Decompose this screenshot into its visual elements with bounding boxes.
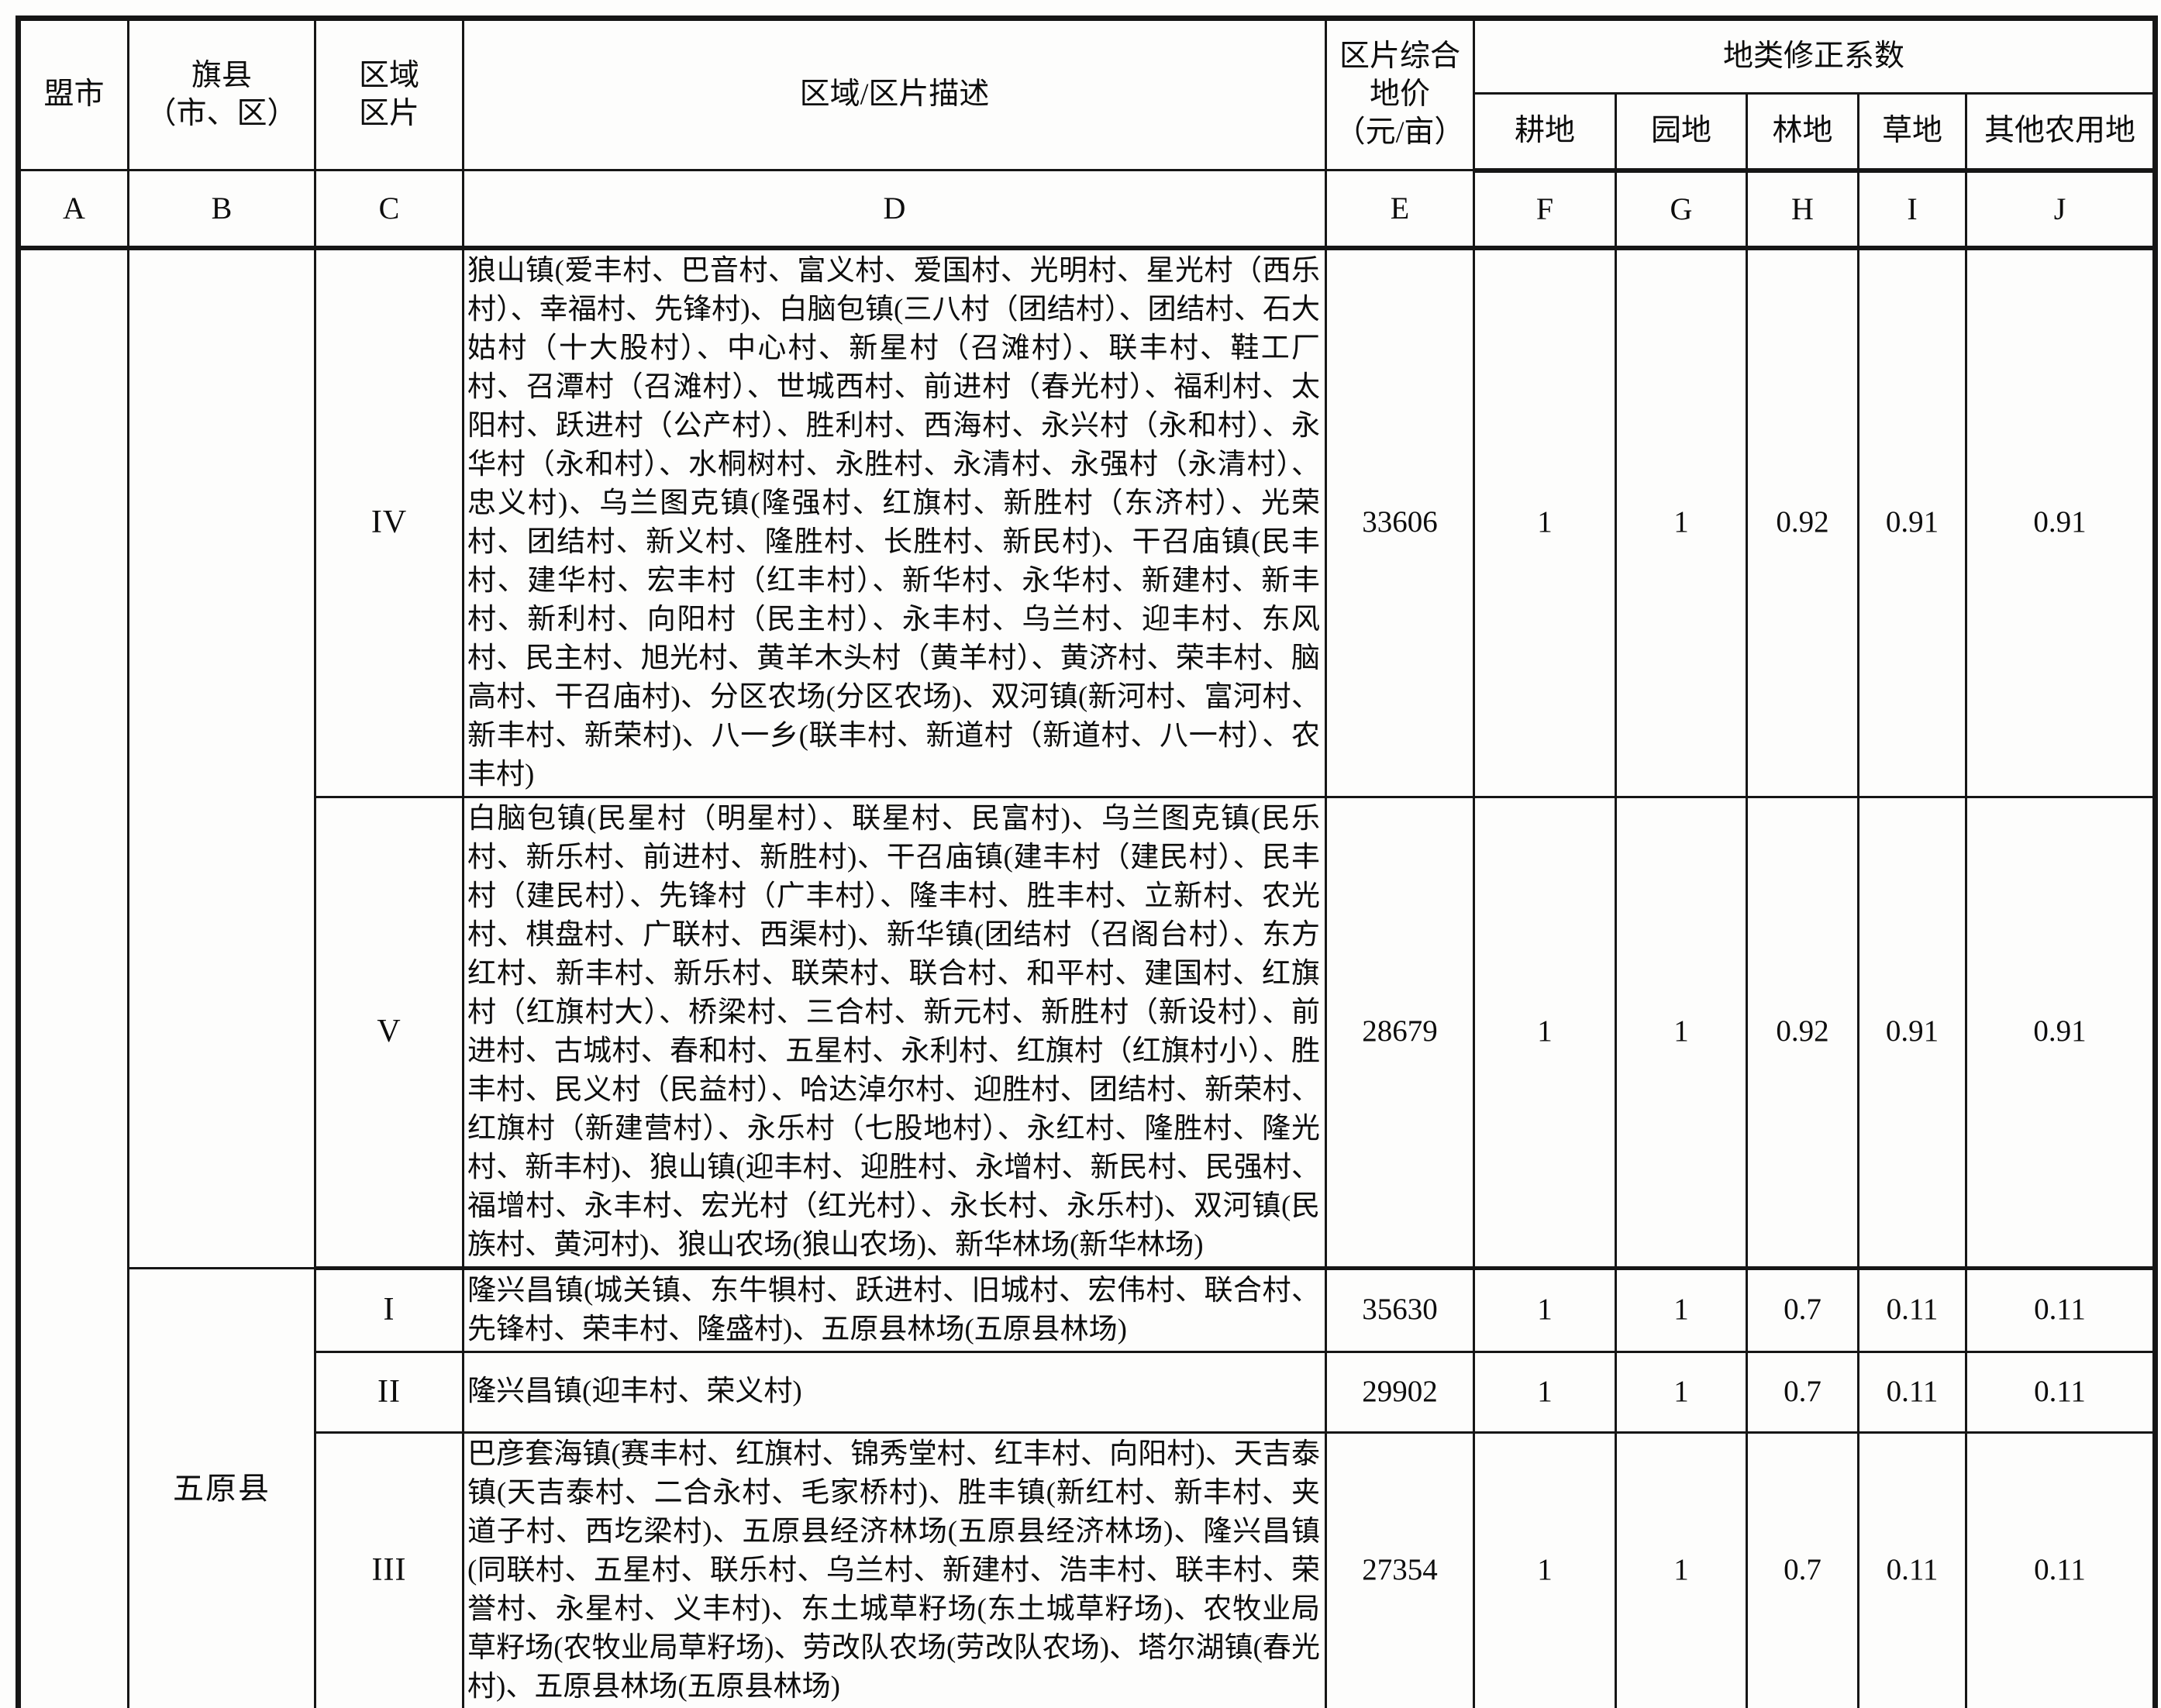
zone-cell: IV (314, 246, 464, 798)
price-cell: 35630 (1325, 1266, 1475, 1353)
garden-coeff-cell: 1 (1615, 1266, 1748, 1353)
zone-cell: V (314, 795, 464, 1270)
cultivated-coeff-cell: 1 (1473, 246, 1617, 798)
cultivated-coeff-cell: 1 (1473, 1266, 1617, 1353)
header-coefficient-group: 地类修正系数 (1472, 17, 2157, 95)
price-cell: 27354 (1325, 1431, 1475, 1708)
grass-coeff-cell: 0.11 (1857, 1266, 1967, 1353)
header-garden-land: 园地 (1615, 92, 1748, 173)
zone-cell: III (314, 1431, 464, 1708)
header-forest-land: 林地 (1746, 92, 1859, 173)
price-cell: 33606 (1325, 246, 1475, 798)
garden-coeff-cell: 1 (1615, 1350, 1748, 1434)
header-zone-section: 区域 区片 (314, 17, 464, 171)
league-city-cell (17, 246, 129, 1708)
column-letter-a: A (17, 169, 129, 250)
other-coeff-cell: 0.11 (1964, 1431, 2157, 1708)
grass-coeff-cell: 0.11 (1857, 1350, 1967, 1434)
other-coeff-cell: 0.91 (1964, 795, 2157, 1270)
header-other-agricultural-land: 其他农用地 (1964, 92, 2157, 173)
upper-county-cell (127, 246, 316, 1269)
forest-coeff-cell: 0.7 (1746, 1350, 1859, 1434)
forest-coeff-cell: 0.92 (1746, 795, 1859, 1270)
cultivated-coeff-cell: 1 (1473, 1431, 1617, 1708)
county-cell: 五原县 (127, 1266, 316, 1708)
column-letter-g: G (1615, 169, 1748, 250)
grass-coeff-cell: 0.11 (1857, 1431, 1967, 1708)
column-letter-b: B (127, 169, 316, 250)
header-zone-description: 区域/区片描述 (462, 17, 1327, 171)
forest-coeff-cell: 0.7 (1746, 1266, 1859, 1353)
land-price-zone-table: 盟市 旗县 （市、区） 区域 区片 区域/区片描述 区片综合 地价 （元/亩） … (16, 15, 2159, 1708)
column-letter-f: F (1473, 169, 1617, 250)
column-letter-i: I (1857, 169, 1967, 250)
zone-description-cell: 隆兴昌镇(迎丰村、荣义村) (462, 1350, 1327, 1434)
header-comprehensive-price: 区片综合 地价 （元/亩） (1325, 17, 1475, 171)
forest-coeff-cell: 0.92 (1746, 246, 1859, 798)
header-cultivated-land: 耕地 (1473, 92, 1617, 173)
cultivated-coeff-cell: 1 (1473, 1350, 1617, 1434)
garden-coeff-cell: 1 (1615, 246, 1748, 798)
column-letter-h: H (1746, 169, 1859, 250)
header-league-city: 盟市 (17, 17, 129, 171)
price-cell: 28679 (1325, 795, 1475, 1270)
zone-description-cell: 白脑包镇(民星村（明星村）、联星村、民富村)、乌兰图克镇(民乐村、新乐村、前进村… (462, 795, 1327, 1270)
other-coeff-cell: 0.11 (1964, 1350, 2157, 1434)
garden-coeff-cell: 1 (1615, 1431, 1748, 1708)
zone-description-cell: 狼山镇(爱丰村、巴音村、富义村、爱国村、光明村、星光村（西乐村）、幸福村、先锋村… (462, 246, 1327, 798)
grass-coeff-cell: 0.91 (1857, 795, 1967, 1270)
column-letter-e: E (1325, 169, 1475, 250)
cultivated-coeff-cell: 1 (1473, 795, 1617, 1270)
header-banner-county: 旗县 （市、区） (127, 17, 316, 171)
zone-cell: II (314, 1350, 464, 1434)
header-grass-land: 草地 (1857, 92, 1967, 173)
forest-coeff-cell: 0.7 (1746, 1431, 1859, 1708)
column-letter-j: J (1964, 169, 2157, 250)
column-letter-c: C (314, 169, 464, 250)
garden-coeff-cell: 1 (1615, 795, 1748, 1270)
price-cell: 29902 (1325, 1350, 1475, 1434)
other-coeff-cell: 0.91 (1964, 246, 2157, 798)
other-coeff-cell: 0.11 (1964, 1266, 2157, 1353)
grass-coeff-cell: 0.91 (1857, 246, 1967, 798)
zone-description-cell: 巴彦套海镇(赛丰村、红旗村、锦秀堂村、红丰村、向阳村)、天吉泰镇(天吉泰村、二合… (462, 1431, 1327, 1708)
zone-description-cell: 隆兴昌镇(城关镇、东牛犋村、跃进村、旧城村、宏伟村、联合村、先锋村、荣丰村、隆盛… (462, 1266, 1327, 1353)
column-letter-d: D (462, 169, 1327, 250)
zone-cell: I (314, 1266, 464, 1353)
